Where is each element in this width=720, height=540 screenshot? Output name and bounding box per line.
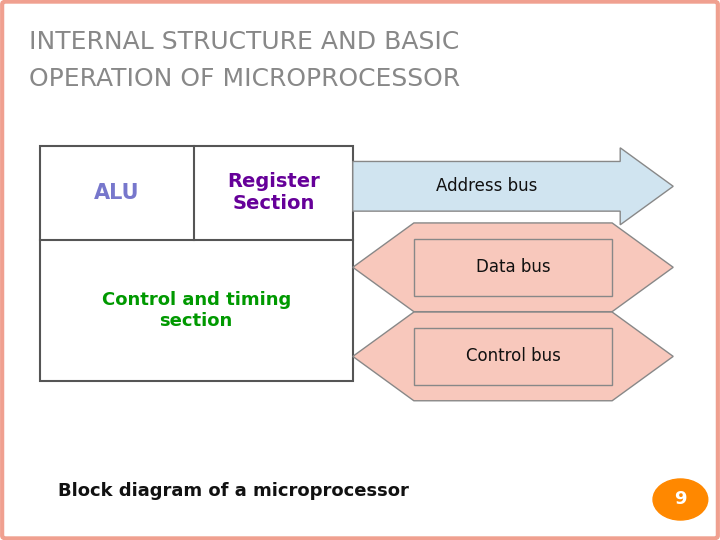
Circle shape: [653, 479, 708, 520]
Bar: [414, 239, 612, 296]
Text: Block diagram of a microprocessor: Block diagram of a microprocessor: [58, 482, 408, 501]
Polygon shape: [353, 148, 673, 225]
Text: 9: 9: [674, 490, 687, 509]
Text: Control bus: Control bus: [466, 347, 560, 366]
Text: ALU: ALU: [94, 183, 140, 203]
Text: INTERNAL STRUCTURE AND BASIC: INTERNAL STRUCTURE AND BASIC: [29, 30, 459, 53]
Text: Address bus: Address bus: [436, 177, 537, 195]
Bar: [40, 146, 353, 381]
Text: Register
Section: Register Section: [228, 172, 320, 213]
Bar: [414, 328, 612, 385]
Text: OPERATION OF MICROPROCESSOR: OPERATION OF MICROPROCESSOR: [29, 68, 460, 91]
Text: Control and timing
section: Control and timing section: [102, 291, 291, 329]
Polygon shape: [353, 312, 673, 401]
Polygon shape: [353, 223, 673, 312]
Text: Data bus: Data bus: [476, 258, 550, 276]
